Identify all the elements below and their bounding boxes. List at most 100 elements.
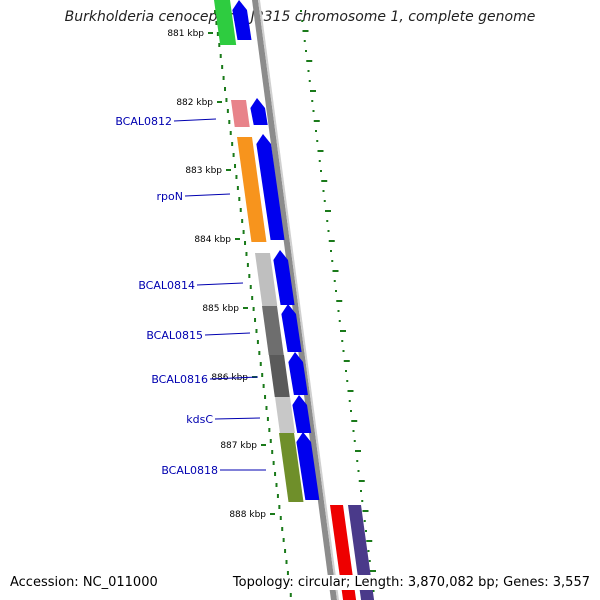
gc-dot: [225, 98, 228, 102]
kbp-label: 884 kbp: [194, 235, 231, 245]
gc-dot: [360, 490, 362, 492]
gc-dot: [353, 440, 356, 442]
gene-leader-line: [173, 118, 217, 122]
gc-dot: [235, 175, 238, 179]
cds-arrow: [232, 0, 252, 40]
gc-dot: [357, 470, 360, 472]
kbp-label: 882 kbp: [176, 98, 213, 108]
gc-dot: [246, 263, 249, 267]
gc-dot: [254, 318, 257, 322]
gene-leader-line: [196, 282, 244, 286]
gc-dot: [331, 260, 334, 262]
gene-leader-line: [214, 417, 261, 420]
gc-dot: [256, 340, 259, 344]
gc-dot: [242, 230, 245, 234]
gc-dot: [372, 590, 375, 592]
gc-dot: [337, 310, 340, 312]
gc-dot: [302, 30, 309, 32]
gc-dot: [226, 109, 229, 113]
gc-dot: [368, 560, 371, 562]
gc-dot: [338, 320, 341, 322]
gc-dot: [341, 340, 344, 342]
gene-labels: BCAL0812 rpoN BCAL0814 BCAL0815 BCAL0816 kdsC…: [115, 115, 266, 477]
gc-dot: [301, 20, 304, 22]
gc-dot: [312, 110, 315, 112]
gc-dot: [318, 160, 321, 162]
gc-dot: [259, 362, 262, 366]
gc-dot: [346, 380, 349, 382]
gene-label: BCAL0812: [115, 115, 172, 128]
gc-dot: [317, 150, 324, 152]
gc-dot: [340, 330, 346, 332]
gc-dot: [345, 370, 347, 372]
gc-dot: [272, 461, 275, 465]
gene-leader-line: [209, 376, 259, 380]
gc-dot: [281, 527, 284, 531]
cds-arrow: [292, 395, 312, 433]
backbone-edge: [258, 0, 339, 600]
gene-leader-line: [184, 193, 231, 197]
gc-dot: [228, 120, 231, 124]
gc-dot: [315, 130, 317, 132]
gc-dot: [322, 190, 325, 192]
gc-dot: [362, 510, 369, 512]
gene-leader-line: [204, 332, 251, 336]
gc-dot: [216, 32, 219, 36]
gc-dot: [251, 296, 254, 300]
gc-dot: [282, 538, 285, 542]
gc-dot: [333, 280, 336, 282]
gene-block-bcal0814: [255, 253, 278, 306]
gc-dot: [269, 439, 272, 443]
gc-dot: [231, 142, 234, 146]
gc-dot: [335, 290, 337, 292]
accession-label: Accession: NC_011000: [10, 575, 158, 590]
gc-dot: [347, 390, 354, 392]
gc-dot: [336, 300, 343, 302]
gc-dot: [271, 450, 274, 454]
map-title: Burkholderia cenocepacia J2315 chromosom…: [64, 9, 536, 25]
gc-dot: [321, 180, 328, 182]
gc-dot: [248, 274, 251, 278]
gc-dot: [276, 494, 279, 498]
gc-dot: [370, 570, 376, 572]
gc-dot: [342, 350, 345, 352]
gc-dot: [343, 360, 350, 362]
gc-dot: [308, 80, 311, 82]
gc-dot: [286, 571, 289, 575]
kbp-label: 883 kbp: [185, 166, 222, 176]
gc-dot: [275, 483, 278, 487]
gene-label: BCAL0818: [161, 464, 218, 477]
gene-block-kdsc: [275, 397, 295, 433]
gc-dot: [361, 500, 364, 502]
gc-dot: [323, 200, 326, 202]
gc-dot: [214, 10, 216, 14]
backbone: [252, 0, 339, 600]
gene-label: BCAL0814: [138, 279, 195, 292]
gc-dot: [284, 549, 287, 553]
gene-label: rpoN: [157, 190, 183, 203]
gc-dot: [307, 70, 310, 72]
gc-dot: [239, 208, 242, 212]
gene-label: BCAL0816: [151, 373, 208, 386]
gene-block-rpon: [237, 137, 267, 242]
gc-dot: [352, 430, 355, 432]
kbp-label: 885 kbp: [202, 304, 239, 314]
cds-arrow: [273, 250, 295, 305]
cds-arrow: [288, 352, 308, 395]
gc-dot: [258, 351, 261, 355]
gc-dot: [365, 530, 367, 532]
gc-dot: [363, 520, 366, 522]
cds-arrow: [250, 98, 268, 125]
kbp-label: 887 kbp: [220, 441, 257, 451]
gc-dot: [316, 140, 319, 142]
gc-dot: [330, 250, 332, 252]
gc-dot: [300, 10, 302, 12]
gc-dot: [255, 329, 258, 333]
gc-dot: [320, 170, 322, 172]
gc-dot: [351, 420, 358, 422]
backbone-line: [252, 0, 337, 600]
gc-dot: [266, 417, 269, 421]
gene-block-bcal0816: [269, 355, 290, 397]
